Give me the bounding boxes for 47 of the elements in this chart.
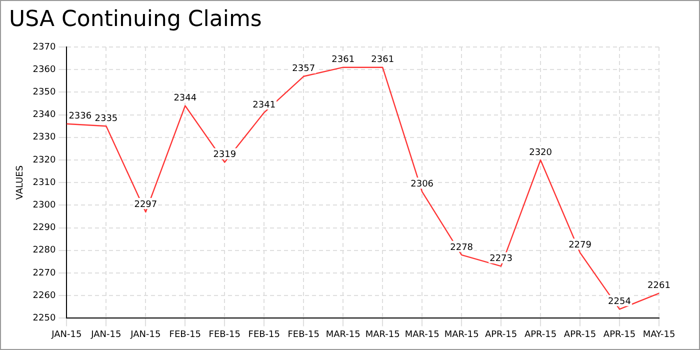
x-tick-label: APR-15 (603, 330, 636, 340)
data-label: 2336 (68, 112, 92, 122)
y-tick-label: 2260 (32, 290, 56, 301)
data-label: 2279 (568, 240, 592, 251)
x-tick-label: JAN-15 (50, 330, 82, 340)
data-label: 2320 (529, 148, 552, 158)
x-tick-label: JAN-15 (90, 330, 122, 340)
data-label: 2297 (134, 200, 158, 210)
data-label: 2357 (292, 64, 316, 74)
chart-title: USA Continuing Claims (9, 7, 262, 32)
y-tick-label: 2350 (32, 88, 56, 98)
data-label: 2361 (332, 55, 355, 66)
data-label: 2344 (174, 94, 197, 104)
y-tick-label: 2270 (32, 268, 56, 278)
x-tick-label: FEB-15 (169, 330, 202, 340)
data-label: 2273 (490, 254, 513, 264)
x-tick-label: MAR-15 (365, 330, 400, 340)
y-tick-label: 2320 (32, 155, 56, 166)
x-tick-label: APR-15 (484, 330, 518, 340)
y-tick-label: 2330 (32, 132, 56, 143)
x-tick-label: MAR-15 (404, 330, 440, 340)
data-label: 2254 (608, 297, 632, 308)
data-label: 2341 (252, 100, 276, 110)
data-label: 2361 (371, 55, 394, 66)
data-label: 2319 (213, 150, 236, 160)
data-label: 2335 (94, 114, 118, 124)
x-tick-label: FEB-15 (208, 330, 241, 340)
x-tick-label: MAR-15 (326, 330, 360, 340)
x-tick-label: MAY-15 (642, 330, 676, 340)
y-tick-label: 2340 (32, 110, 56, 120)
x-tick-label: FEB-15 (288, 330, 320, 340)
y-tick-label: 2290 (32, 223, 56, 234)
data-label: 2278 (450, 242, 474, 253)
y-tick-label: 2370 (32, 42, 56, 52)
y-tick-label: 2310 (32, 178, 56, 188)
y-tick-label: 2280 (32, 246, 56, 256)
data-label: 2306 (410, 179, 434, 190)
x-tick-label: MAR-15 (444, 330, 479, 340)
x-tick-label: APR-15 (564, 330, 596, 340)
y-tick-label: 2360 (32, 64, 56, 75)
data-label: 2261 (648, 281, 670, 292)
y-axis-title: VALUES (16, 165, 26, 200)
y-tick-label: 2300 (32, 200, 56, 211)
y-tick-label: 2250 (32, 314, 56, 324)
x-tick-label: JAN-15 (130, 330, 161, 340)
x-tick-label: FEB-15 (248, 330, 280, 340)
x-tick-label: APR-15 (524, 330, 557, 340)
